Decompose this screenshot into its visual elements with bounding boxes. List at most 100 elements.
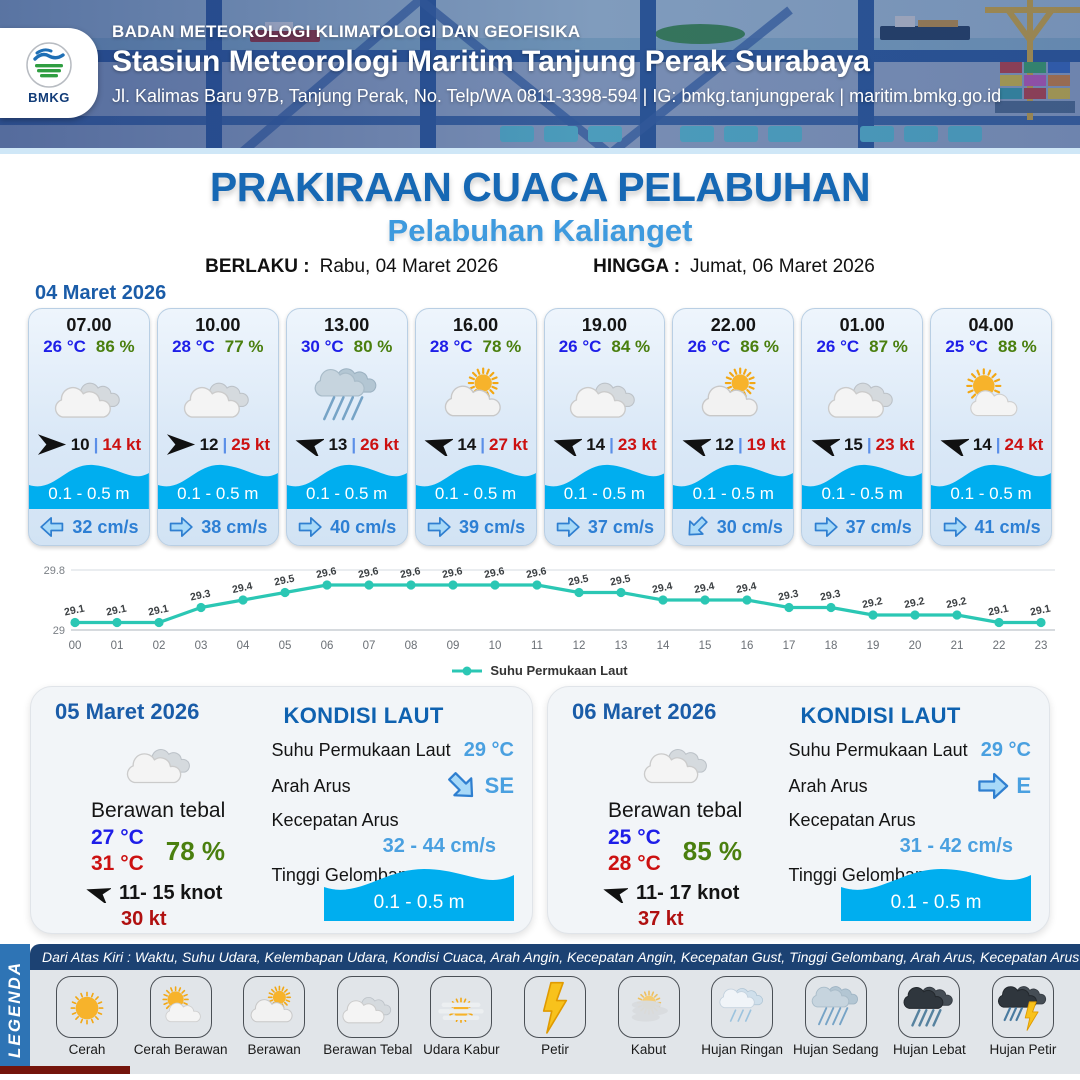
current-speed-value: 32 - 44 cm/s xyxy=(382,835,496,857)
agency-name: BADAN METEOROLOGI KLIMATOLOGI DAN GEOFIS… xyxy=(112,22,581,41)
humidity: 77 % xyxy=(224,337,264,356)
day-wind-range: 11- 17 knot xyxy=(636,881,740,904)
wave-height-value: 0.1 - 0.5 m xyxy=(306,484,388,503)
weather-icon-wrap xyxy=(311,360,383,432)
sst-chart: 29.8 29 29.1 00 29.1 01 29.1 02 29.3 03 29.4 04 29.5… xyxy=(25,556,1055,678)
current-direction-icon xyxy=(40,517,64,537)
weather-icon-wrap xyxy=(697,360,769,432)
legend-item-label: Petir xyxy=(541,1042,569,1057)
time-label: 07.00 xyxy=(66,315,112,335)
wind-direction-icon xyxy=(166,434,195,455)
wave-icon xyxy=(157,464,278,509)
weather-icon-wrap xyxy=(955,360,1027,432)
day-gust: 30 kt xyxy=(121,907,167,930)
bmkg-logo-icon xyxy=(26,42,72,88)
wave-height-value: 0.1 - 0.5 m xyxy=(177,484,259,503)
current-direction-icon xyxy=(298,517,322,537)
svg-text:10: 10 xyxy=(489,640,502,652)
temp-min: 27 °C xyxy=(91,826,144,849)
svg-text:02: 02 xyxy=(153,640,166,652)
wave-height: 0.1 - 0.5 m xyxy=(29,453,149,509)
svg-text:29.6: 29.6 xyxy=(441,565,464,581)
sea-conditions-panel: KONDISI LAUT Suhu Permukaan Laut 29 °C Arah… xyxy=(779,699,1031,921)
current-row: 37 cm/s xyxy=(802,509,922,545)
berawan-tebal-icon xyxy=(342,997,391,1024)
forecast-card: 10.00 28 °C 77 % 12 | 25 kt 0.1 - 0.5 m 38 cm/s xyxy=(156,308,279,546)
legend-section: LEGENDA Dari Atas Kiri : Waktu, Suhu Uda… xyxy=(0,944,1080,1074)
wind-gust: 14 kt xyxy=(102,434,142,454)
wind-row: 12 | 25 kt xyxy=(166,433,270,456)
wave-height-value: 0.1 - 0.5 m xyxy=(373,892,465,913)
station-name: Stasiun Meteorologi Maritim Tanjung Pera… xyxy=(112,45,870,78)
legend-icon-box xyxy=(56,976,118,1038)
daily-cards: 05 Maret 2026 Berawan tebal 27 °C 31 °C 78 %… xyxy=(30,686,1050,934)
wave-icon xyxy=(544,464,665,509)
wind-speed: 10 xyxy=(70,434,90,454)
air-temperature: 26 °C xyxy=(687,337,731,356)
sst-value: 29 °C xyxy=(980,739,1031,761)
berawan-tebal-icon xyxy=(126,749,190,784)
legend-item-label: Udara Kabur xyxy=(423,1042,500,1057)
current-direction-icon xyxy=(978,772,1009,800)
wind-gust: 23 kt xyxy=(617,434,657,454)
current-row: 32 cm/s xyxy=(29,509,149,545)
svg-text:29.6: 29.6 xyxy=(315,565,338,581)
weather-icon-wrap xyxy=(182,360,254,432)
weather-icon-wrap xyxy=(53,360,125,432)
hingga-value: Jumat, 06 Maret 2026 xyxy=(690,256,875,277)
svg-text:00: 00 xyxy=(69,640,82,652)
cerah-icon xyxy=(70,991,104,1025)
humidity: 86 % xyxy=(95,337,135,356)
wave-height-box: 0.1 - 0.5 m xyxy=(841,859,1031,921)
legend-item-label: Hujan Sedang xyxy=(792,1042,879,1057)
wind-row: 15 | 23 kt xyxy=(810,433,914,456)
humidity: 78 % xyxy=(482,337,522,356)
svg-text:29.1: 29.1 xyxy=(987,603,1010,619)
svg-text:09: 09 xyxy=(447,640,460,652)
svg-text:29.6: 29.6 xyxy=(399,565,422,581)
day-date: 05 Maret 2026 xyxy=(55,699,200,724)
validity-row: BERLAKU : Rabu, 04 Maret 2026 HINGGA : J… xyxy=(0,256,1080,278)
port-name: Pelabuhan Kalianget xyxy=(387,213,693,248)
legend-item: Hujan Petir xyxy=(980,976,1066,1074)
current-speed: 32 cm/s xyxy=(72,516,139,537)
svg-text:29: 29 xyxy=(53,625,65,637)
berlaku-label: BERLAKU : xyxy=(205,256,310,277)
wind-direction-icon xyxy=(811,438,840,456)
wave-height: 0.1 - 0.5 m xyxy=(286,453,407,509)
current-direction-icon xyxy=(170,517,193,537)
legend-item: Petir xyxy=(512,976,598,1074)
forecast-card: 07.00 26 °C 86 % 10 | 14 kt 0.1 - 0.5 m 32 cm/s xyxy=(28,308,150,546)
current-speed: 40 cm/s xyxy=(330,516,397,537)
legend-item: Udara Kabur xyxy=(418,976,504,1074)
svg-text:08: 08 xyxy=(405,640,418,652)
berawan-tebal-icon xyxy=(54,382,120,418)
time-label: 13.00 xyxy=(324,315,370,335)
current-direction-label: Arah Arus xyxy=(788,775,868,796)
legend-icon-box xyxy=(243,976,306,1038)
forecast-cards-row: 07.00 26 °C 86 % 10 | 14 kt 0.1 - 0.5 m 32 cm/s… xyxy=(28,308,1052,546)
hujan-lebat-icon xyxy=(903,986,954,1027)
svg-text:29.5: 29.5 xyxy=(273,573,296,589)
cerah-berawan-icon xyxy=(966,368,1018,417)
temp-max: 28 °C xyxy=(608,852,661,876)
svg-text:06: 06 xyxy=(321,640,334,652)
wave-height: 0.1 - 0.5 m xyxy=(544,453,665,509)
sst-line-chart: 29.8 29 29.1 00 29.1 01 29.1 02 29.3 03 29.4 04 29.5… xyxy=(44,565,1055,652)
legend-icon-box xyxy=(336,976,399,1038)
sea-conditions-title: KONDISI LAUT xyxy=(800,703,961,728)
wind-gust: 25 kt xyxy=(231,434,271,454)
chart-legend: Suhu Permukaan Laut xyxy=(25,663,1055,678)
current-direction-icon xyxy=(814,517,838,537)
wave-icon xyxy=(324,869,514,921)
svg-text:29.5: 29.5 xyxy=(567,573,590,589)
udara-kabur-icon xyxy=(438,997,485,1023)
berawan-tebal-icon xyxy=(183,382,249,418)
hingga-label: HINGGA : xyxy=(593,256,681,277)
wind-row: 14 | 23 kt xyxy=(552,433,657,456)
legend-item-label: Berawan xyxy=(247,1042,301,1057)
bmkg-logo-text: BMKG xyxy=(28,90,70,105)
kabut-icon xyxy=(631,990,668,1022)
current-row: 39 cm/s xyxy=(416,509,536,545)
wind-speed: 14 xyxy=(457,434,477,454)
